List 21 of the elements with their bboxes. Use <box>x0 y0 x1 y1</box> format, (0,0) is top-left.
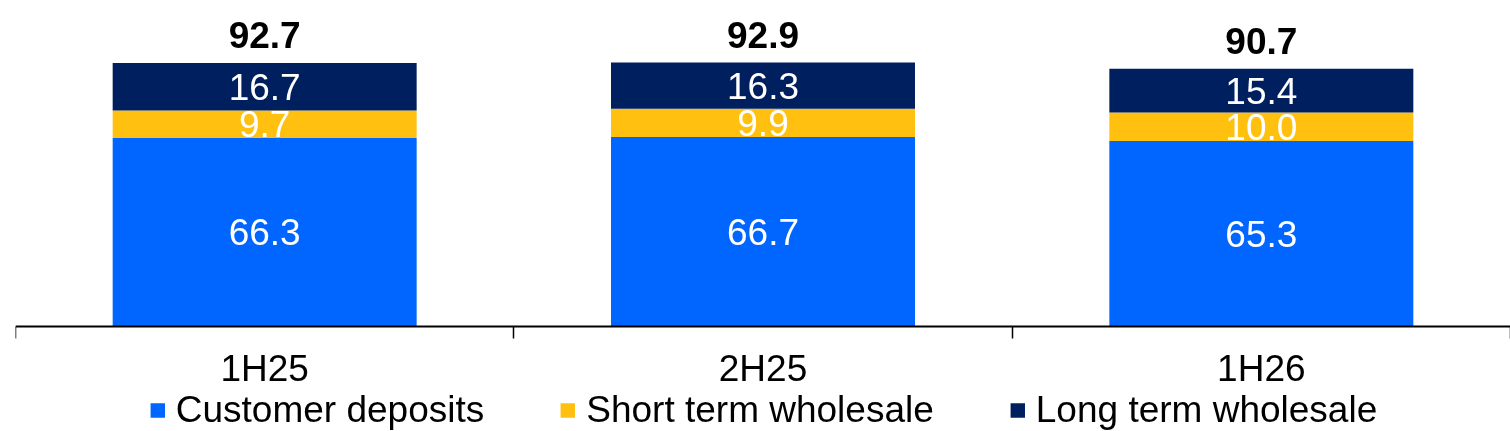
bar <box>1109 140 1414 327</box>
x-tick-label: 1H25 <box>220 347 309 389</box>
bar <box>1109 112 1414 141</box>
bar <box>611 136 915 327</box>
data-label: 65.3 <box>1225 213 1298 255</box>
bar <box>112 138 417 327</box>
bar <box>611 108 915 137</box>
total-label: 92.9 <box>726 14 800 56</box>
legend-label: Long term wholesale <box>1035 389 1378 431</box>
x-tick-label: 2H25 <box>718 347 808 389</box>
x-tick-label: 1H26 <box>1217 347 1306 389</box>
data-label: 66.7 <box>726 211 800 253</box>
legend-label: Short term wholesale <box>586 389 934 431</box>
total-label: 90.7 <box>1225 20 1298 62</box>
bar <box>611 62 915 109</box>
total-label: 92.7 <box>228 15 301 57</box>
bar <box>112 110 417 139</box>
bar <box>1109 68 1414 113</box>
bar <box>112 63 417 111</box>
legend-label: Customer deposits <box>175 389 485 431</box>
data-label: 66.3 <box>228 212 301 254</box>
